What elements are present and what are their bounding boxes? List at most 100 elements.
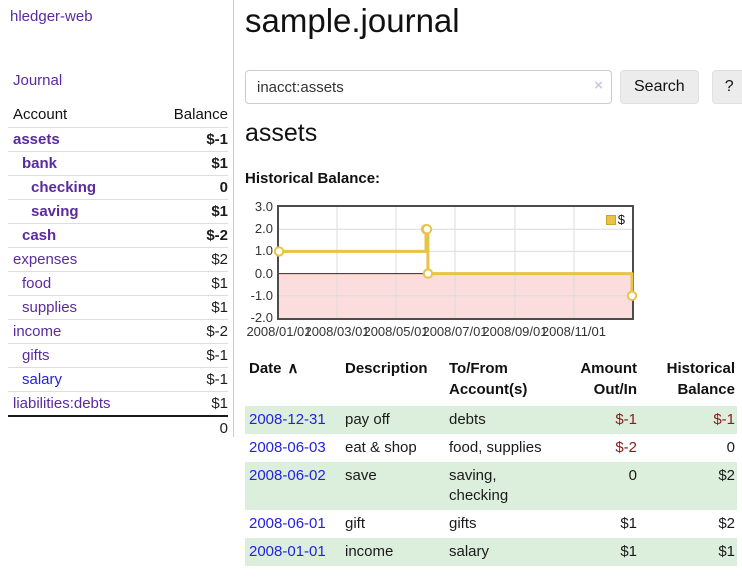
account-link-gifts[interactable]: gifts — [22, 347, 50, 364]
chart-y-tick: 3.0 — [254, 199, 273, 214]
chart-y-tick: 2.0 — [254, 221, 273, 237]
accounts-table: Account Balance assets $-1 bank $1 checking 0… — [8, 103, 228, 440]
sidebar: hledger-web Journal Account Balance asse… — [0, 0, 233, 582]
account-link-cash[interactable]: cash — [22, 227, 57, 244]
chart-y-tick: 0.0 — [254, 265, 273, 281]
transaction-date-link[interactable]: 2008-12-31 — [249, 411, 326, 428]
chart-x-tick: 2008/05/01 — [363, 324, 429, 339]
main-content: sample.journal × Search ? assets Histori… — [245, 0, 742, 582]
account-row: liabilities:debts $1 — [8, 391, 228, 416]
account-row: food $1 — [8, 271, 228, 296]
transaction-accounts: saving, checking — [449, 467, 509, 504]
transaction-balance: $-1 — [713, 411, 735, 428]
transaction-description: gift — [345, 515, 366, 532]
sort-ascending-icon: ∧ — [287, 360, 299, 377]
account-heading: assets — [245, 119, 318, 147]
account-balance: $-1 — [151, 127, 228, 152]
account-link-supplies[interactable]: supplies — [22, 299, 78, 316]
account-row: supplies $1 — [8, 295, 228, 320]
account-balance: 0 — [151, 175, 228, 200]
transaction-date-link[interactable]: 2008-06-01 — [249, 515, 326, 532]
chart-x-tick: 2008/09/01 — [482, 324, 548, 339]
transaction-amount: $1 — [620, 543, 637, 560]
transaction-row: 2008-06-01 gift gifts $1 $2 — [245, 510, 737, 538]
sidebar-divider — [233, 0, 234, 437]
transaction-row: 2008-06-03 eat & shop food, supplies $-2 0 — [245, 434, 737, 462]
transaction-row: 2008-06-02 save saving, checking 0 $2 — [245, 462, 737, 510]
account-link-expenses[interactable]: expenses — [13, 251, 78, 268]
transaction-amount: $1 — [620, 515, 637, 532]
legend-label: $ — [617, 212, 625, 227]
account-link-income[interactable]: income — [13, 323, 62, 340]
account-balance: $1 — [151, 391, 228, 416]
column-header-amount: Amount Out/In — [580, 360, 637, 398]
help-button[interactable]: ? — [711, 70, 742, 104]
clear-search-icon[interactable]: × — [594, 77, 603, 94]
account-row: gifts $-1 — [8, 343, 228, 368]
account-balance: $1 — [151, 295, 228, 320]
chart-y-tick: -2.0 — [250, 310, 273, 325]
chart-title: Historical Balance: — [245, 170, 381, 187]
transaction-amount: 0 — [628, 467, 637, 484]
transaction-balance: $2 — [718, 467, 735, 484]
column-header-balance: Historical Balance — [666, 360, 735, 398]
account-link-salary[interactable]: salary — [22, 371, 63, 388]
page-title: sample.journal — [245, 2, 460, 39]
transaction-amount: $-2 — [615, 439, 637, 456]
chart-x-tick: 2008/01/01 — [246, 324, 312, 339]
sidebar-item-journal[interactable]: Journal — [13, 72, 63, 89]
account-row: cash $-2 — [8, 223, 228, 248]
transaction-row: 2008-01-01 income salary $1 $1 — [245, 538, 737, 566]
transaction-date-link[interactable]: 2008-06-03 — [249, 439, 326, 456]
search-form: × Search ? — [245, 70, 742, 104]
accounts-header-account: Account — [13, 106, 68, 123]
account-link-saving[interactable]: saving — [31, 203, 79, 220]
account-row: assets $-1 — [8, 127, 228, 152]
transaction-accounts: salary — [449, 543, 490, 560]
account-balance: $-1 — [151, 367, 228, 392]
transaction-accounts: gifts — [449, 515, 477, 532]
brand-link[interactable]: hledger-web — [10, 8, 93, 25]
account-row: saving $1 — [8, 199, 228, 224]
account-row: salary $-1 — [8, 367, 228, 392]
account-link-assets[interactable]: assets — [13, 131, 60, 148]
account-balance: $1 — [151, 271, 228, 296]
chart-canvas — [273, 207, 638, 318]
account-link-checking[interactable]: checking — [31, 179, 97, 196]
transaction-accounts: debts — [449, 411, 486, 428]
account-row: income $-2 — [8, 319, 228, 344]
transaction-balance: 0 — [726, 439, 735, 456]
transaction-accounts: food, supplies — [449, 439, 542, 456]
search-button[interactable]: Search — [620, 70, 699, 104]
column-header-date[interactable]: Date ∧ — [249, 360, 299, 377]
transaction-description: save — [345, 467, 377, 484]
chart-x-tick: 2008/11/01 — [541, 324, 607, 339]
transaction-row: 2008-12-31 pay off debts $-1 $-1 — [245, 406, 737, 434]
transaction-description: pay off — [345, 411, 390, 428]
transaction-amount: $-1 — [615, 411, 637, 428]
account-row: checking 0 — [8, 175, 228, 200]
transaction-description: eat & shop — [345, 439, 417, 456]
chart-legend: $ — [603, 211, 627, 228]
account-link-liabilities-debts[interactable]: liabilities:debts — [13, 395, 111, 412]
chart-y-tick: 1.0 — [254, 243, 273, 259]
transaction-date-link[interactable]: 2008-01-01 — [249, 543, 326, 560]
account-balance: $2 — [151, 247, 228, 272]
column-header-description: Description — [345, 360, 428, 377]
account-balance: $-2 — [151, 319, 228, 344]
transaction-balance: $2 — [718, 515, 735, 532]
accounts-header-row: Account Balance — [8, 103, 228, 128]
historical-balance-chart: 3.0 2.0 1.0 0.0 -1.0 -2.0 $ 2008/01/01 2008/03… — [245, 199, 742, 342]
transaction-balance: $1 — [718, 543, 735, 560]
account-balance: $-1 — [151, 343, 228, 368]
search-input[interactable] — [245, 70, 612, 104]
account-row: bank $1 — [8, 151, 228, 176]
account-balance: $1 — [151, 199, 228, 224]
chart-plot-area: $ — [273, 205, 638, 320]
transaction-date-link[interactable]: 2008-06-02 — [249, 467, 326, 484]
account-link-bank[interactable]: bank — [22, 155, 58, 172]
accounts-header-balance: Balance — [173, 106, 228, 123]
accounts-total-row: 0 — [8, 415, 228, 440]
account-link-food[interactable]: food — [22, 275, 52, 292]
account-balance: $1 — [151, 151, 228, 176]
